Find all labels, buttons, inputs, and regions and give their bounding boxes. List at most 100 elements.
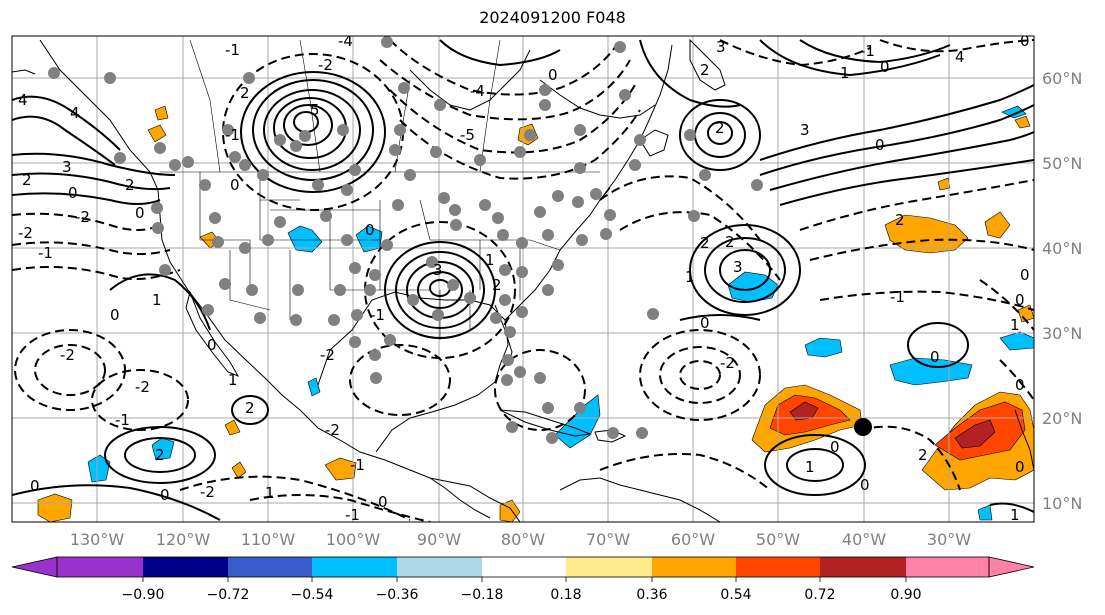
contour-jet-atl-1 [759, 84, 1034, 161]
coast-greenland [689, 38, 726, 91]
svg-text:90°W: 90°W [417, 530, 461, 549]
svg-text:0: 0 [1015, 376, 1025, 394]
contour-low-ne-top-1 [719, 39, 871, 67]
contour-labels: 5 -4 -2 -4 -5 0 3 2 2 3 0 1 0 4 -1 4 4 3… [18, 32, 1030, 524]
contour-jet-atl-3 [769, 131, 1034, 191]
coast-aleutian [12, 69, 36, 75]
shade-blue-6 [355, 225, 383, 253]
shade-blue-5 [287, 225, 323, 253]
svg-text:1: 1 [228, 371, 238, 389]
svg-text:-1: -1 [860, 42, 875, 60]
shade-blue-8 [151, 437, 175, 461]
contour-high-nw-1 [240, 71, 386, 193]
contour-low-pac-jet-1 [12, 212, 161, 231]
contour-nw-corner-1 [12, 95, 121, 151]
contour-ne-1 [759, 39, 941, 77]
coast-canada-east [599, 44, 673, 201]
contour-se-1 [989, 502, 1034, 513]
svg-text:-1: -1 [38, 244, 53, 262]
contour-high-east-1 [907, 322, 969, 368]
svg-text:2: 2 [492, 276, 502, 294]
coast-pacific-nw [39, 39, 521, 522]
svg-text:10°N: 10°N [1042, 494, 1082, 513]
svg-text:-2: -2 [18, 224, 33, 242]
svg-text:60°W: 60°W [671, 530, 715, 549]
svg-text:5: 5 [310, 101, 320, 119]
shade-orange-pac-10 [937, 177, 951, 191]
station-markers [48, 36, 763, 444]
contour-low-trop-2 [659, 346, 741, 404]
svg-text:-1: -1 [345, 506, 360, 524]
shade-orange-pac-5 [154, 105, 169, 121]
contour-jet-atl-4 [779, 159, 1034, 206]
contour-low-trop-1 [639, 329, 761, 421]
svg-text:0: 0 [930, 348, 940, 366]
svg-text:-1: -1 [225, 126, 240, 144]
shade-orange-pac-1 [37, 493, 73, 522]
storm-position-marker [854, 418, 872, 436]
svg-text:0.90: 0.90 [890, 587, 921, 603]
svg-text:4: 4 [70, 104, 80, 122]
svg-text:30°W: 30°W [927, 530, 971, 549]
contour-low-south-1 [179, 475, 411, 521]
contour-low-south-2 [599, 453, 771, 491]
contour-high-newf-1 [679, 99, 761, 171]
svg-text:120°W: 120°W [156, 530, 211, 549]
svg-text:20°N: 20°N [1042, 409, 1082, 428]
svg-text:1: 1 [1010, 506, 1020, 524]
svg-text:3: 3 [62, 158, 72, 176]
coast-south-america [559, 477, 721, 522]
contour-north-2 [639, 39, 741, 108]
svg-text:0: 0 [110, 306, 120, 324]
svg-text:-4: -4 [338, 32, 353, 50]
contour-high-pac-1 [104, 426, 216, 484]
coast-central-am [429, 477, 491, 519]
colorbar-tick-labels: −0.90 −0.72 −0.54 −0.36 −0.18 0.18 0.36 … [122, 587, 922, 603]
contour-high-gulf-1 [384, 241, 496, 339]
contour-south-1 [12, 484, 221, 521]
svg-text:40°N: 40°N [1042, 239, 1082, 258]
svg-text:4: 4 [18, 91, 28, 109]
contour-jet-atl-2 [759, 104, 1034, 176]
svg-text:0.36: 0.36 [636, 587, 667, 603]
svg-text:0.18: 0.18 [550, 587, 581, 603]
svg-text:-2: -2 [200, 483, 215, 501]
figure-title: 2024091200 F048 [479, 8, 626, 27]
svg-text:1: 1 [685, 268, 695, 286]
contour-low-atl-1 [799, 179, 1034, 231]
shade-blue-11 [307, 377, 321, 397]
svg-text:-2: -2 [720, 354, 735, 372]
contour-nw-corner-2 [12, 115, 116, 166]
svg-text:-1: -1 [115, 411, 130, 429]
svg-text:100°W: 100°W [326, 530, 381, 549]
contour-low-east-1 [859, 425, 961, 491]
coast-africa [1014, 409, 1034, 471]
svg-text:0: 0 [378, 493, 388, 511]
svg-text:−0.90: −0.90 [122, 587, 165, 603]
svg-text:-1: -1 [225, 41, 240, 59]
shade-darkred-central [789, 401, 819, 421]
contour-high-sub-2 [786, 448, 844, 482]
contour-low-atl-2 [809, 238, 1034, 261]
shade-orange-pac-9 [224, 419, 241, 436]
contour-low-ne-top-2 [879, 39, 1034, 53]
coast-cuba [499, 409, 592, 437]
contour-high-atl-3 [719, 249, 771, 291]
contour-cent-1 [679, 314, 761, 321]
svg-text:0: 0 [30, 477, 40, 495]
svg-text:130°W: 130°W [70, 530, 125, 549]
svg-text:2: 2 [245, 399, 255, 417]
svg-text:-2: -2 [320, 346, 335, 364]
svg-text:1: 1 [152, 291, 162, 309]
shade-orange-pac-11 [1014, 115, 1031, 129]
contour-low-east-3 [999, 359, 1034, 401]
contour-jet-pac-2 [12, 172, 171, 191]
shade-blue-4 [804, 337, 843, 358]
contour-low-car-1 [349, 344, 451, 416]
contour-low-south-3 [249, 494, 431, 522]
svg-text:50°W: 50°W [756, 530, 800, 549]
shade-darkred-east [954, 419, 996, 449]
svg-text:−0.36: −0.36 [376, 587, 419, 603]
coast-hudson [409, 49, 531, 111]
svg-text:-2: -2 [325, 421, 340, 439]
